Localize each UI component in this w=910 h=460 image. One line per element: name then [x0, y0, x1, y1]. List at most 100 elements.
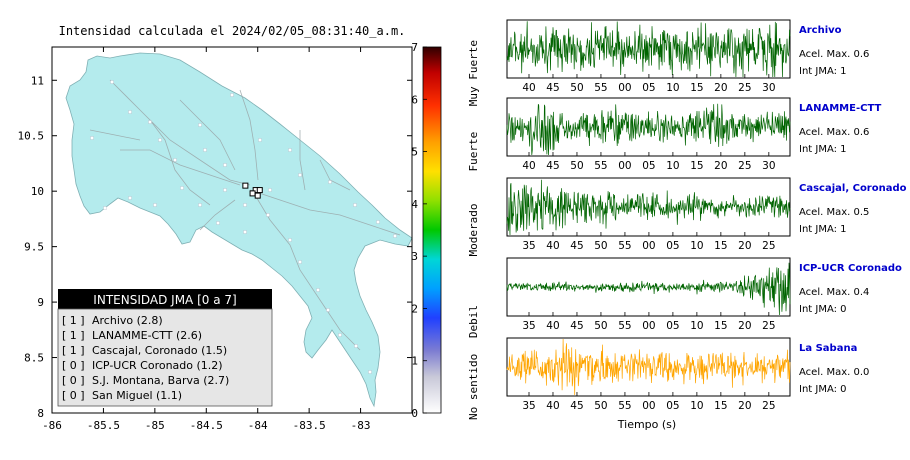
- waveform-tick-label: 10: [690, 240, 703, 252]
- waveform-tick-label: 20: [738, 320, 751, 332]
- town-dot: [173, 158, 177, 162]
- colorbar-ticks: 0 1 2 3 4 5 6 7: [411, 41, 427, 420]
- waveform-tick-label: 20: [714, 82, 727, 94]
- colorbar-category-label: Moderado: [467, 204, 480, 257]
- colorbar-category-label: Fuerte: [467, 132, 480, 172]
- waveform-tick-label: 50: [570, 160, 583, 172]
- station-name: LANAMME-CTT: [799, 103, 881, 114]
- colorbar-categories: No sentido Debil Moderado Fuerte Muy Fuerte: [467, 40, 480, 420]
- station-name: La Sabana: [799, 343, 857, 354]
- colorbar-category-label: Muy Fuerte: [467, 40, 480, 106]
- waveform-tick-label: 15: [714, 400, 727, 412]
- town-dot: [354, 344, 358, 348]
- town-dot: [338, 333, 342, 337]
- legend-item-name: ICP-UCR Coronado (1.2): [92, 359, 223, 372]
- town-dot: [298, 260, 302, 264]
- legend-item-level: [ 0 ]: [62, 359, 85, 372]
- legend-item-name: San Miguel (1.1): [92, 389, 182, 402]
- town-dot: [243, 203, 247, 207]
- station-marker: [256, 187, 263, 194]
- legend-header: INTENSIDAD JMA [0 a 7]: [93, 293, 236, 307]
- town-dot: [223, 163, 227, 167]
- colorbar-tick-label: 7: [411, 41, 418, 54]
- town-dot: [128, 110, 132, 114]
- town-dot: [90, 136, 94, 140]
- lon-tick-label: -86: [42, 419, 62, 432]
- lat-tick-label: 9: [37, 296, 44, 309]
- waveform-tick-label: 00: [642, 400, 655, 412]
- station-int-jma: Int JMA: 0: [799, 384, 847, 395]
- legend-item-name: Cascajal, Coronado (1.5): [92, 344, 227, 357]
- waveform-tick-label: 20: [714, 160, 727, 172]
- waveform-tick-label: 40: [546, 240, 559, 252]
- station-acel-max: Acel. Max. 0.6: [799, 49, 869, 60]
- waveform-tick-label: 55: [618, 240, 631, 252]
- colorbar-tick-label: 2: [411, 302, 418, 315]
- lon-tick-label: -83.5: [293, 419, 326, 432]
- legend-header-bg: [58, 289, 272, 309]
- station-acel-max: Acel. Max. 0.5: [799, 207, 869, 218]
- waveform-tick-label: 05: [642, 160, 655, 172]
- town-dot: [326, 308, 330, 312]
- town-dot: [198, 123, 202, 127]
- waveform-tick-label: 45: [546, 82, 559, 94]
- waveform-tick-label: 55: [618, 320, 631, 332]
- waveform-tick-label: 35: [522, 240, 535, 252]
- station-acel-max: Acel. Max. 0.4: [799, 287, 869, 298]
- station-acel-max: Acel. Max. 0.6: [799, 127, 869, 138]
- colorbar-tick-label: 1: [411, 355, 418, 368]
- colorbar-category-label: No sentido: [467, 354, 480, 420]
- town-dot: [393, 234, 397, 238]
- town-markers: [90, 80, 397, 374]
- station-marker: [249, 190, 256, 197]
- lat-tick-label: 11: [31, 74, 44, 87]
- legend-item-level: [ 0 ]: [62, 374, 85, 387]
- waveform-tick-label: 00: [642, 320, 655, 332]
- colorbar-tick-label: 0: [411, 407, 418, 420]
- waveform-tick-label: 50: [594, 240, 607, 252]
- waveform-trace: [506, 103, 791, 156]
- town-dot: [216, 221, 220, 225]
- time-axis-label: Tiempo (s): [617, 418, 676, 431]
- town-dot: [368, 370, 372, 374]
- waveform-tick-label: 55: [618, 400, 631, 412]
- waveform-tick-label: 50: [594, 320, 607, 332]
- town-dot: [266, 213, 270, 217]
- town-dot: [198, 203, 202, 207]
- station-name: ICP-UCR Coronado: [799, 263, 902, 274]
- town-dot: [243, 230, 247, 234]
- waveform-tick-label: 20: [738, 400, 751, 412]
- waveform-panels: 40 45 50 55 00 05 10 15 20 25 30 Archivo Acel. Max. …: [506, 19, 907, 412]
- waveform-tick-label: 10: [690, 400, 703, 412]
- waveform-tick-label: 25: [738, 82, 751, 94]
- map-frame: [51, 46, 413, 414]
- lon-tick-label: -85.5: [87, 419, 120, 432]
- lat-tick-label: 8: [37, 407, 44, 420]
- town-dot: [158, 138, 162, 142]
- town-dot: [148, 120, 152, 124]
- town-dot: [258, 138, 262, 142]
- lat-tick-label: 10: [31, 185, 44, 198]
- waveform-tick-label: 35: [522, 320, 535, 332]
- legend-body: [57, 308, 273, 407]
- legend-item-level: [ 1 ]: [62, 314, 85, 327]
- station-marker: [242, 182, 249, 189]
- waveform-trace: [506, 179, 791, 236]
- waveform-tick-label: 45: [546, 160, 559, 172]
- road-network: [89, 79, 401, 351]
- waveform-tick-label: 45: [570, 320, 583, 332]
- figure-title: Intensidad calculada el 2024/02/05_08:31…: [59, 24, 406, 38]
- station-int-jma: Int JMA: 0: [799, 304, 847, 315]
- town-dot: [110, 80, 114, 84]
- legend-item-level: [ 0 ]: [62, 389, 85, 402]
- town-dot: [316, 288, 320, 292]
- legend-item-name: S.J. Montana, Barva (2.7): [92, 374, 229, 387]
- colorbar-bar: [422, 46, 442, 414]
- town-dot: [268, 188, 272, 192]
- waveform-tick-label: 30: [762, 160, 775, 172]
- waveform-tick-label: 40: [546, 400, 559, 412]
- waveform-tick-label: 30: [762, 82, 775, 94]
- waveform-tick-label: 50: [594, 400, 607, 412]
- legend-item-name: Archivo (2.8): [92, 314, 163, 327]
- lon-tick-label: -83: [351, 419, 371, 432]
